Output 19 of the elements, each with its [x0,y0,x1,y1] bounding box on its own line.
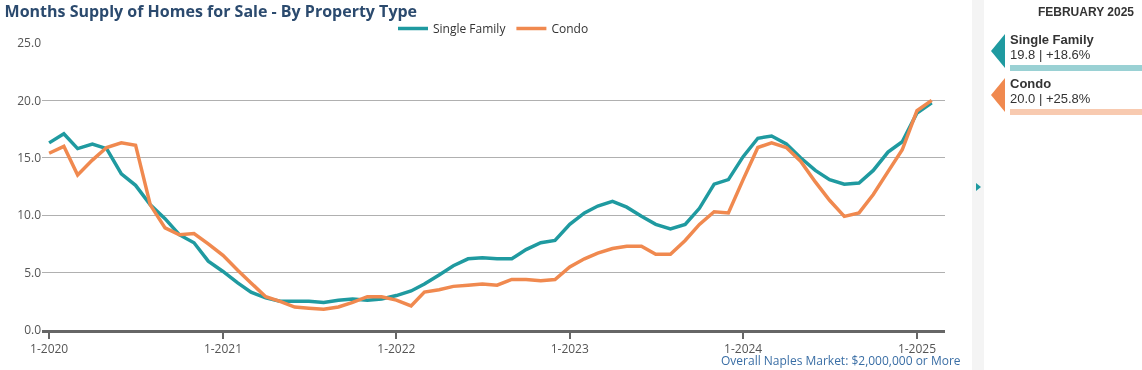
legend-label: Single Family [433,20,507,38]
legend-label: Condo [551,20,589,38]
x-tick-label: 1-2023 [550,340,589,358]
y-tick-label: 5.0 [24,263,42,281]
text: Overall Naples Market: $2,000,000 or More [721,352,961,369]
y-tick-label: 0.0 [24,321,42,339]
y-tick-label: 20.0 [17,91,42,109]
text: 19.8 | +18.6% [1010,47,1091,62]
text: Single Family [1010,32,1094,47]
text: 20.0 | +25.8% [1010,91,1091,106]
chart-title: Months Supply of Homes for Sale - By Property Type [4,0,418,22]
x-tick-label: 1-2022 [377,340,416,358]
text: Condo [1010,76,1052,91]
y-tick-label: 15.0 [17,149,42,166]
x-tick-label: 1-2020 [30,340,69,358]
y-tick-label: 25.0 [17,34,42,52]
x-tick-label: 1-2021 [203,340,243,358]
y-tick-label: 10.0 [17,206,42,224]
text: FEBRUARY 2025 [1037,5,1134,19]
